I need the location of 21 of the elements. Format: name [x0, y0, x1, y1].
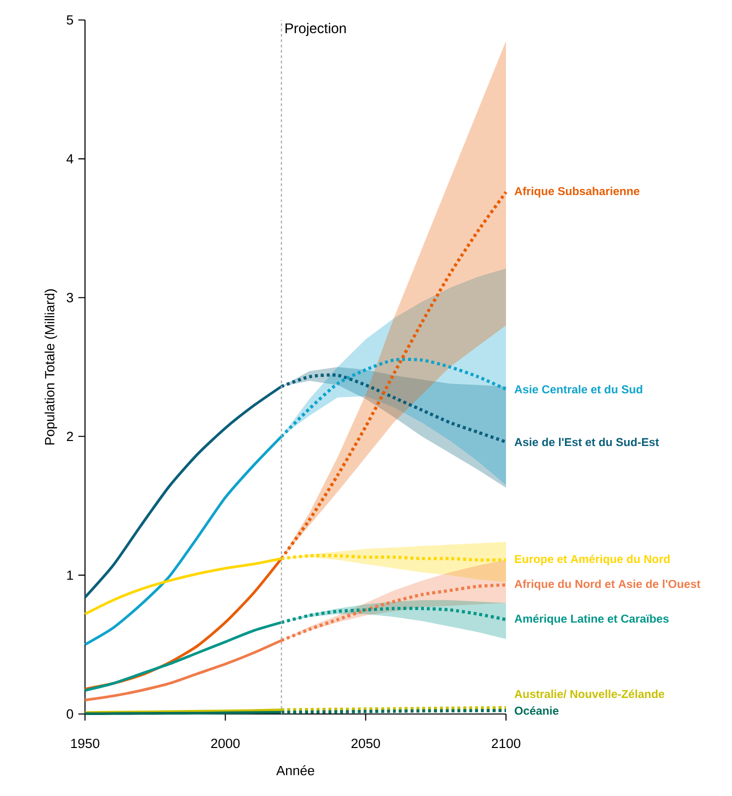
y-axis-title: Population Totale (Milliard) [44, 289, 58, 444]
x-tick-label: 1950 [71, 738, 100, 748]
series-label: Afrique Subsaharienne [514, 186, 640, 198]
series-label: Asie de l'Est et du Sud-Est [514, 438, 659, 446]
series-label: Océanie [514, 706, 558, 715]
series-label: Amérique Latine et Caraïbes [514, 614, 669, 626]
x-tick-label: 2050 [352, 738, 380, 748]
x-tick-label: 2000 [211, 738, 240, 748]
series-label: Afrique du Nord et Asie de l'Ouest [514, 580, 700, 590]
series-label: Asie Centrale et du Sud [514, 385, 642, 394]
series-label: Europe et Amérique du Nord [515, 554, 670, 566]
y-tick-label: 0 [66, 709, 74, 719]
ref-line-label: Projection [286, 22, 346, 36]
y-tick-label: 5 [66, 15, 74, 25]
series-label: Australie/ Nouvelle-Zélande [514, 690, 664, 698]
x-tick-label: 2100 [492, 738, 520, 748]
y-tick-label: 3 [66, 292, 74, 302]
x-axis-title: Année [276, 765, 314, 776]
y-tick-label: 4 [66, 154, 74, 164]
y-tick-label: 1 [67, 570, 73, 580]
y-tick-label: 2 [66, 432, 73, 442]
